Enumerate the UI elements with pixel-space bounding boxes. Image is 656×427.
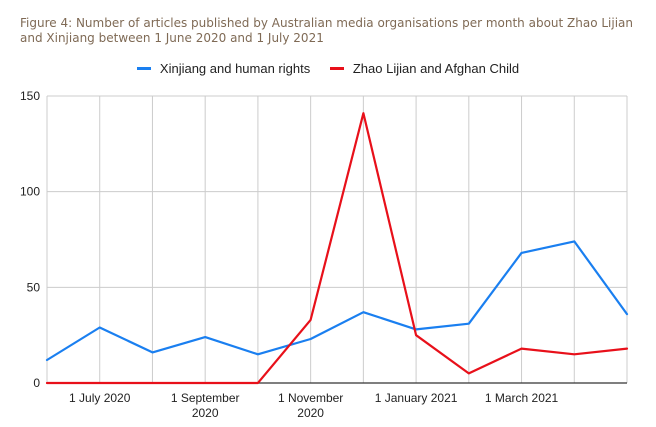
legend-item-xinjiang: Xinjiang and human rights (136, 61, 311, 76)
series-line-xinjiang (45, 240, 629, 362)
x-tick-label: 1 March 2021 (485, 391, 559, 405)
y-tick-label: 100 (20, 185, 40, 199)
legend-swatch-zhao (329, 67, 344, 70)
figure-title: Figure 4: Number of articles published b… (20, 16, 634, 45)
x-tick-label: 1 November 2020 (278, 391, 343, 420)
y-tick-label: 50 (27, 280, 41, 294)
legend-item-zhao: Zhao Lijian and Afghan Child (329, 61, 520, 76)
chart-legend: Xinjiang and human rights Zhao Lijian an… (0, 58, 656, 76)
legend-label-zhao: Zhao Lijian and Afghan Child (352, 61, 520, 76)
legend-swatch-xinjiang (136, 67, 151, 70)
y-tick-label: 150 (20, 89, 40, 103)
x-tick-label: 1 January 2021 (375, 391, 458, 405)
legend-label-xinjiang: Xinjiang and human rights (159, 61, 311, 76)
x-tick-label: 1 July 2020 (69, 391, 131, 405)
y-tick-label: 0 (33, 376, 40, 390)
x-tick-label: 1 September 2020 (171, 391, 240, 420)
series-line-zhao (45, 112, 629, 385)
